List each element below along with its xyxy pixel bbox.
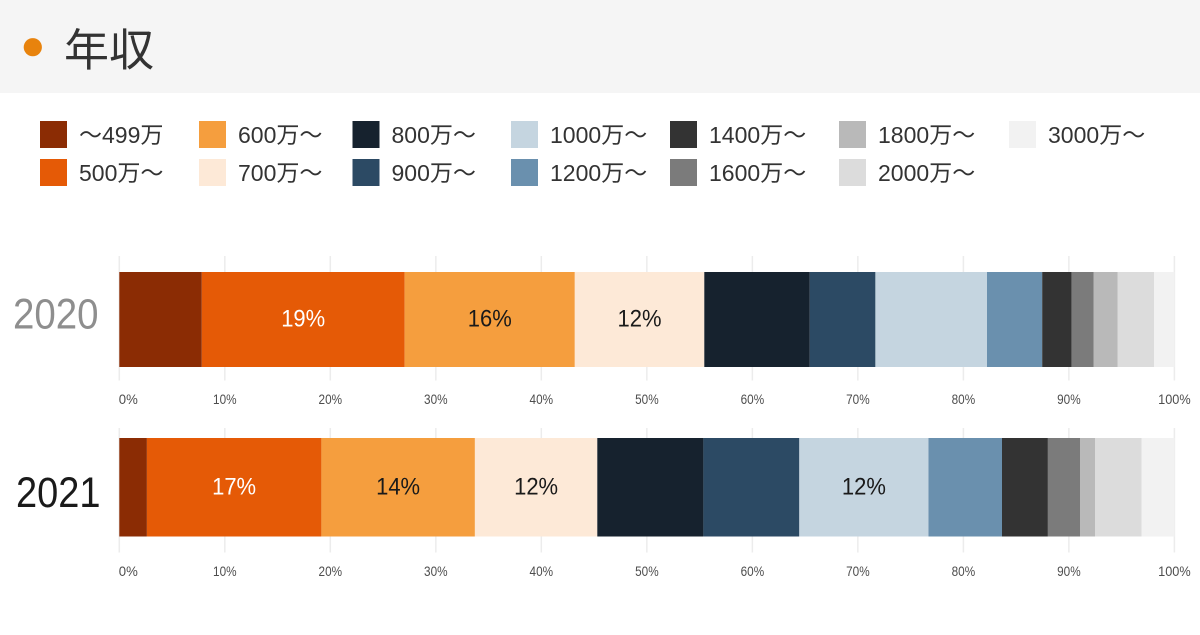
svg-text:499: 499 <box>102 122 140 148</box>
svg-text:1400: 1400 <box>709 122 760 148</box>
svg-text:12%: 12% <box>842 473 886 500</box>
svg-text:2020: 2020 <box>13 292 99 339</box>
svg-text:60%: 60% <box>741 391 765 407</box>
svg-text:100%: 100% <box>1158 563 1191 579</box>
svg-text:600: 600 <box>238 122 276 148</box>
svg-text:800: 800 <box>392 122 430 148</box>
svg-text:14%: 14% <box>376 473 420 500</box>
svg-text:80%: 80% <box>952 391 976 407</box>
svg-text:90%: 90% <box>1057 391 1081 407</box>
svg-text:60%: 60% <box>741 563 765 579</box>
svg-text:20%: 20% <box>319 563 343 579</box>
svg-text:1600: 1600 <box>709 160 760 186</box>
svg-text:2000: 2000 <box>878 160 929 186</box>
svg-text:10%: 10% <box>213 563 237 579</box>
svg-text:30%: 30% <box>424 391 448 407</box>
svg-text:1200: 1200 <box>550 160 601 186</box>
svg-text:12%: 12% <box>618 306 662 333</box>
svg-text:80%: 80% <box>952 563 976 579</box>
svg-text:50%: 50% <box>635 563 659 579</box>
svg-text:0%: 0% <box>119 391 138 407</box>
svg-text:0%: 0% <box>119 563 138 579</box>
svg-text:700: 700 <box>238 160 276 186</box>
svg-text:16%: 16% <box>468 306 512 333</box>
svg-text:100%: 100% <box>1158 391 1191 407</box>
svg-text:90%: 90% <box>1057 563 1081 579</box>
svg-text:17%: 17% <box>212 473 256 500</box>
svg-text:900: 900 <box>392 160 430 186</box>
svg-text:70%: 70% <box>846 391 870 407</box>
svg-text:19%: 19% <box>281 306 325 333</box>
svg-text:12%: 12% <box>514 473 558 500</box>
svg-text:20%: 20% <box>319 391 343 407</box>
svg-text:40%: 40% <box>530 563 554 579</box>
svg-text:1800: 1800 <box>878 122 929 148</box>
svg-text:1000: 1000 <box>550 122 601 148</box>
svg-text:2021: 2021 <box>16 470 101 517</box>
svg-text:70%: 70% <box>846 563 870 579</box>
svg-text:3000: 3000 <box>1048 122 1099 148</box>
svg-text:500: 500 <box>79 160 117 186</box>
svg-text:40%: 40% <box>530 391 554 407</box>
svg-text:30%: 30% <box>424 563 448 579</box>
svg-text:50%: 50% <box>635 391 659 407</box>
svg-text:10%: 10% <box>213 391 237 407</box>
